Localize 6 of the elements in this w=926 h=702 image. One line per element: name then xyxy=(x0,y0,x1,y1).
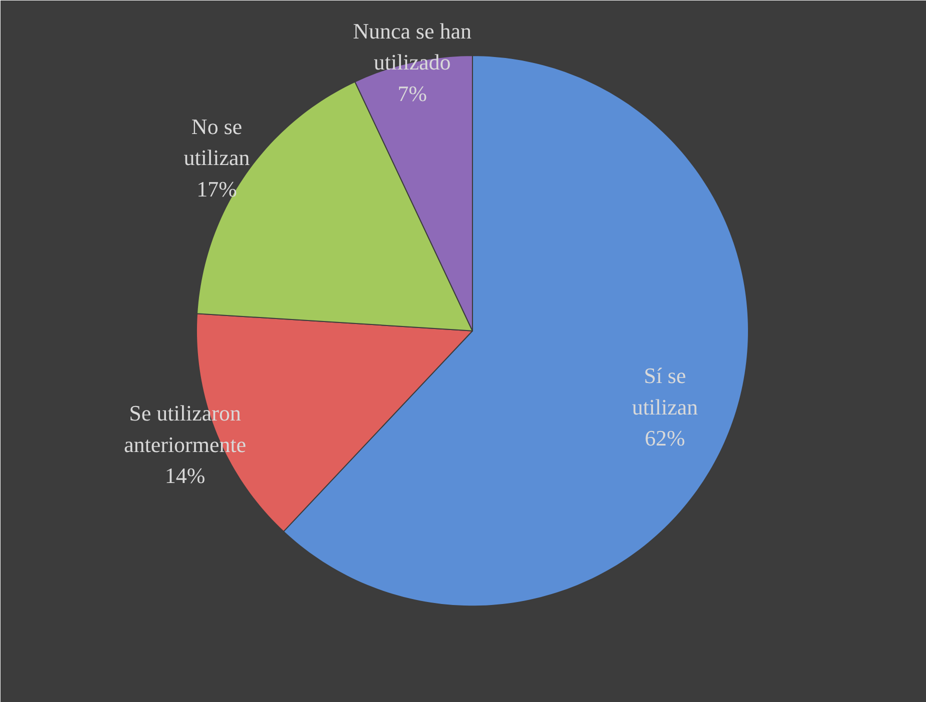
slice-label: Sí se utilizan xyxy=(632,363,698,420)
data-label: 17% xyxy=(196,176,237,202)
slice-label: No se utilizan xyxy=(184,114,250,170)
data-label: 62% xyxy=(644,426,686,451)
data-label: 7% xyxy=(398,80,427,106)
data-label: 14% xyxy=(164,463,206,488)
